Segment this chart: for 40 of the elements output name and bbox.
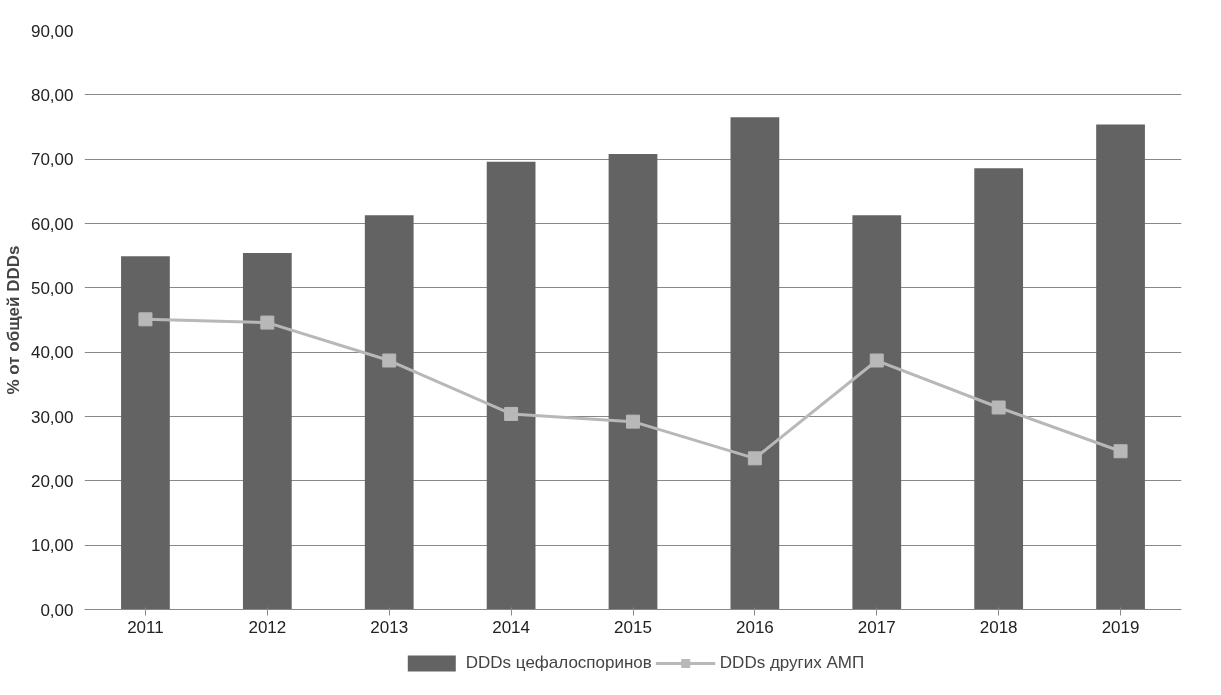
y-tick-label: 10,00 xyxy=(30,536,74,556)
y-tick-label: 70,00 xyxy=(30,150,74,170)
bar xyxy=(121,256,170,610)
point xyxy=(626,414,640,429)
x-tick-label: 2015 xyxy=(614,617,652,637)
bar xyxy=(608,154,658,610)
y-tick-label: 0,00 xyxy=(40,600,74,620)
y-tick-label: 80,00 xyxy=(30,85,74,105)
bar xyxy=(1096,124,1145,610)
point xyxy=(260,315,275,330)
x-tick-label: 2012 xyxy=(248,617,287,637)
point xyxy=(869,353,884,368)
x-tick-label: 2017 xyxy=(857,617,896,637)
x-tick-label: 2013 xyxy=(370,617,409,637)
point xyxy=(138,312,153,327)
point xyxy=(991,400,1006,415)
bar xyxy=(974,168,1024,610)
legend-label: DDDs других АМП xyxy=(719,652,865,673)
y-tick-label: 90,00 xyxy=(30,21,74,41)
bar xyxy=(730,117,780,610)
point xyxy=(382,353,397,368)
x-tick-label: 2018 xyxy=(979,617,1018,637)
y-tick-label: 40,00 xyxy=(30,343,74,363)
point xyxy=(504,406,519,421)
x-tick-label: 2016 xyxy=(735,617,774,637)
bar xyxy=(852,215,902,610)
bar xyxy=(242,253,292,610)
point xyxy=(1113,444,1128,459)
x-tick-label: 2014 xyxy=(492,617,531,637)
bar xyxy=(364,215,414,610)
x-tick-label: 2019 xyxy=(1101,617,1140,637)
y-tick-label: 30,00 xyxy=(30,407,74,427)
y-axis-title: % от общей DDDs xyxy=(3,245,23,395)
bar xyxy=(486,161,536,610)
x-tick-label: 2011 xyxy=(127,617,164,637)
y-tick-label: 50,00 xyxy=(30,278,74,298)
y-tick-label: 60,00 xyxy=(30,214,74,234)
legend-label: DDDs цефалоспоринов xyxy=(465,652,652,673)
y-tick-label: 20,00 xyxy=(30,471,74,491)
point xyxy=(747,451,762,466)
